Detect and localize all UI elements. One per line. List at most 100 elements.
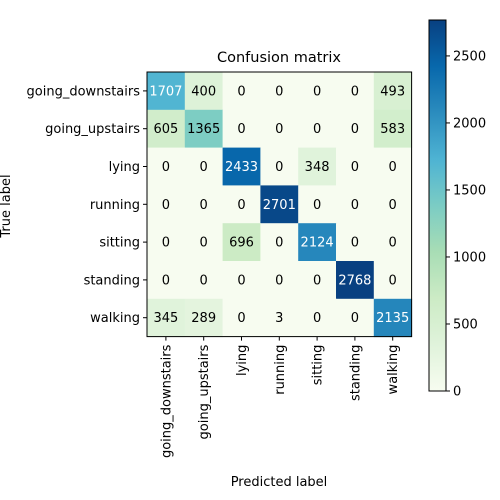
cell-value-label: 348	[305, 160, 330, 175]
cell-value-label: 0	[200, 273, 208, 288]
heatmap-cell	[260, 109, 299, 149]
cell-value-label: 0	[275, 273, 283, 288]
heatmap-cells	[147, 72, 413, 338]
heatmap-cell	[298, 147, 337, 186]
colorbar-tick-label: 1500	[453, 183, 486, 198]
cell-value-label: 0	[275, 122, 283, 137]
heatmap-cell	[184, 223, 224, 262]
cell-value-label: 0	[351, 236, 359, 251]
heatmap-cell	[336, 261, 375, 300]
heatmap-cell	[184, 72, 224, 111]
y-tick-label: sitting	[99, 236, 140, 251]
cell-value-label: 0	[313, 84, 321, 99]
heatmap-cell	[260, 185, 299, 224]
cell-value-label: 0	[351, 198, 359, 213]
colorbar	[428, 19, 447, 392]
x-tick-label: walking	[386, 345, 401, 395]
heatmap-cell	[222, 109, 261, 149]
heatmap-cell	[336, 147, 375, 186]
heatmap-cell	[222, 298, 261, 338]
colorbar-tick-label: 2000	[453, 116, 486, 131]
cell-value-label: 0	[313, 198, 321, 213]
heatmap-cell	[184, 147, 224, 186]
heatmap-cell	[147, 185, 186, 224]
heatmap-cell	[373, 223, 413, 262]
y-tick-label: running	[90, 198, 140, 213]
heatmap-cell	[260, 261, 299, 300]
cell-value-label: 0	[237, 122, 245, 137]
cell-value-label: 0	[275, 236, 283, 251]
cell-value-label: 2433	[225, 160, 258, 175]
y-tick-label: going_upstairs	[45, 122, 140, 137]
cell-value-label: 493	[380, 84, 405, 99]
colorbar-ticks: 0 500 1000 1500 2000 2500	[446, 49, 486, 400]
heatmap-cell	[184, 298, 224, 338]
x-tick-label: going_downstairs	[159, 344, 174, 458]
cell-value-label: 0	[313, 273, 321, 288]
cell-value-label: 0	[351, 122, 359, 137]
cell-value-label: 583	[380, 122, 405, 137]
heatmap-cell	[147, 223, 186, 262]
cell-value-label: 0	[351, 160, 359, 175]
y-axis-label: True label	[0, 174, 14, 238]
cell-value-label: 0	[237, 84, 245, 99]
colorbar-tick-label: 2500	[453, 49, 486, 64]
heatmap-cell	[298, 223, 337, 262]
heatmap-cell	[336, 185, 375, 224]
y-tick-label: going_downstairs	[27, 84, 141, 99]
heatmap-cell	[222, 72, 261, 111]
heatmap-cell	[147, 261, 186, 300]
heatmap-cell	[147, 72, 186, 111]
cell-value-label: 0	[389, 198, 397, 213]
heatmap-cell	[336, 298, 375, 338]
cell-value-label: 696	[229, 236, 254, 251]
cell-value-label: 2768	[338, 273, 371, 288]
cell-value-label: 0	[351, 84, 359, 99]
cell-value-label: 345	[153, 311, 178, 326]
heatmap-cell	[147, 147, 186, 186]
heatmap-cell-labels: 1707 400 0 0 0 0 493 605 1365 0 0 0 0 583 0 0 2433 0 348 0 0…	[149, 84, 409, 326]
x-axis-label: Predicted label	[231, 475, 328, 490]
heatmap-cell	[222, 261, 261, 300]
heatmap-cell	[298, 298, 337, 338]
heatmap-cell	[373, 147, 413, 186]
heatmap-cell	[184, 261, 224, 300]
heatmap-cell	[147, 109, 186, 149]
heatmap-cell	[373, 185, 413, 224]
x-tick-label: going_upstairs	[197, 344, 212, 439]
y-tick-label: lying	[109, 160, 140, 175]
cell-value-label: 0	[200, 236, 208, 251]
x-tick-label: lying	[235, 345, 250, 376]
heatmap-cell	[184, 185, 224, 224]
cell-value-label: 0	[275, 84, 283, 99]
heatmap-cell	[260, 72, 299, 111]
heatmap-cell	[336, 223, 375, 262]
heatmap-cell	[184, 109, 224, 149]
cell-value-label: 0	[313, 122, 321, 137]
cell-value-label: 2124	[301, 236, 334, 251]
heatmap-cell	[222, 147, 261, 186]
cell-value-label: 1707	[149, 84, 182, 99]
cell-value-label: 0	[200, 198, 208, 213]
cell-value-label: 3	[275, 311, 283, 326]
colorbar-tick-label: 0	[453, 385, 461, 400]
heatmap-cell	[222, 223, 261, 262]
heatmap-cell	[336, 72, 375, 111]
heatmap-cell	[336, 109, 375, 149]
cell-value-label: 605	[153, 122, 178, 137]
heatmap-cell	[373, 109, 413, 149]
cell-value-label: 0	[162, 273, 170, 288]
cell-value-label: 0	[351, 311, 359, 326]
heatmap-cell	[298, 261, 337, 300]
heatmap-cell	[260, 298, 299, 338]
colorbar-tick-label: 500	[453, 317, 478, 332]
heatmap-cell	[298, 185, 337, 224]
cell-value-label: 0	[237, 273, 245, 288]
cell-value-label: 0	[237, 198, 245, 213]
heatmap-cell	[298, 72, 337, 111]
y-tick-label: standing	[84, 273, 140, 288]
cell-value-label: 0	[200, 160, 208, 175]
cell-value-label: 0	[313, 311, 321, 326]
cell-value-label: 400	[191, 84, 216, 99]
cell-value-label: 0	[389, 236, 397, 251]
